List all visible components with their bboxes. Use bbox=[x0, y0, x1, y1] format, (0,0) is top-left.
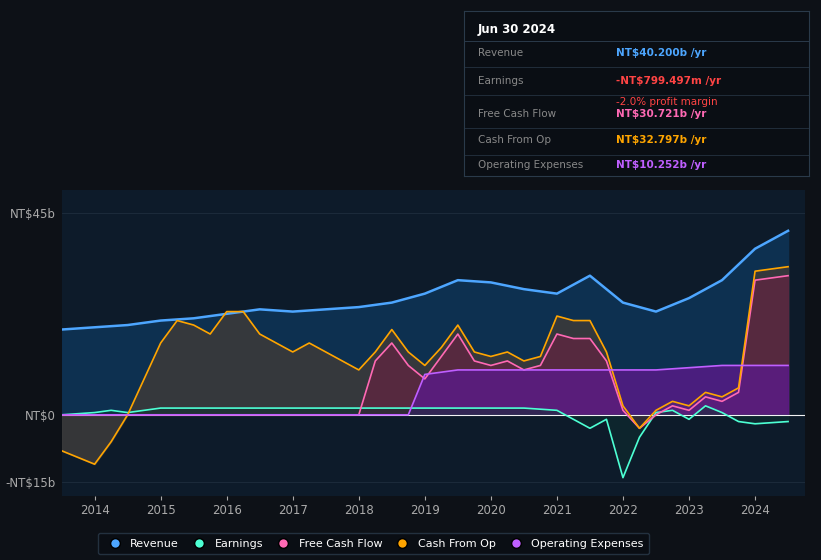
Text: NT$30.721b /yr: NT$30.721b /yr bbox=[616, 109, 706, 119]
Text: NT$40.200b /yr: NT$40.200b /yr bbox=[616, 48, 706, 58]
Text: Revenue: Revenue bbox=[478, 48, 523, 58]
Text: Earnings: Earnings bbox=[478, 76, 523, 86]
Text: Cash From Op: Cash From Op bbox=[478, 135, 551, 145]
Legend: Revenue, Earnings, Free Cash Flow, Cash From Op, Operating Expenses: Revenue, Earnings, Free Cash Flow, Cash … bbox=[98, 533, 649, 554]
Text: Free Cash Flow: Free Cash Flow bbox=[478, 109, 556, 119]
Text: -2.0% profit margin: -2.0% profit margin bbox=[616, 97, 718, 107]
Text: -NT$799.497m /yr: -NT$799.497m /yr bbox=[616, 76, 721, 86]
Text: NT$32.797b /yr: NT$32.797b /yr bbox=[616, 135, 706, 145]
Text: NT$10.252b /yr: NT$10.252b /yr bbox=[616, 160, 706, 170]
Text: Jun 30 2024: Jun 30 2024 bbox=[478, 23, 556, 36]
Text: Operating Expenses: Operating Expenses bbox=[478, 160, 583, 170]
